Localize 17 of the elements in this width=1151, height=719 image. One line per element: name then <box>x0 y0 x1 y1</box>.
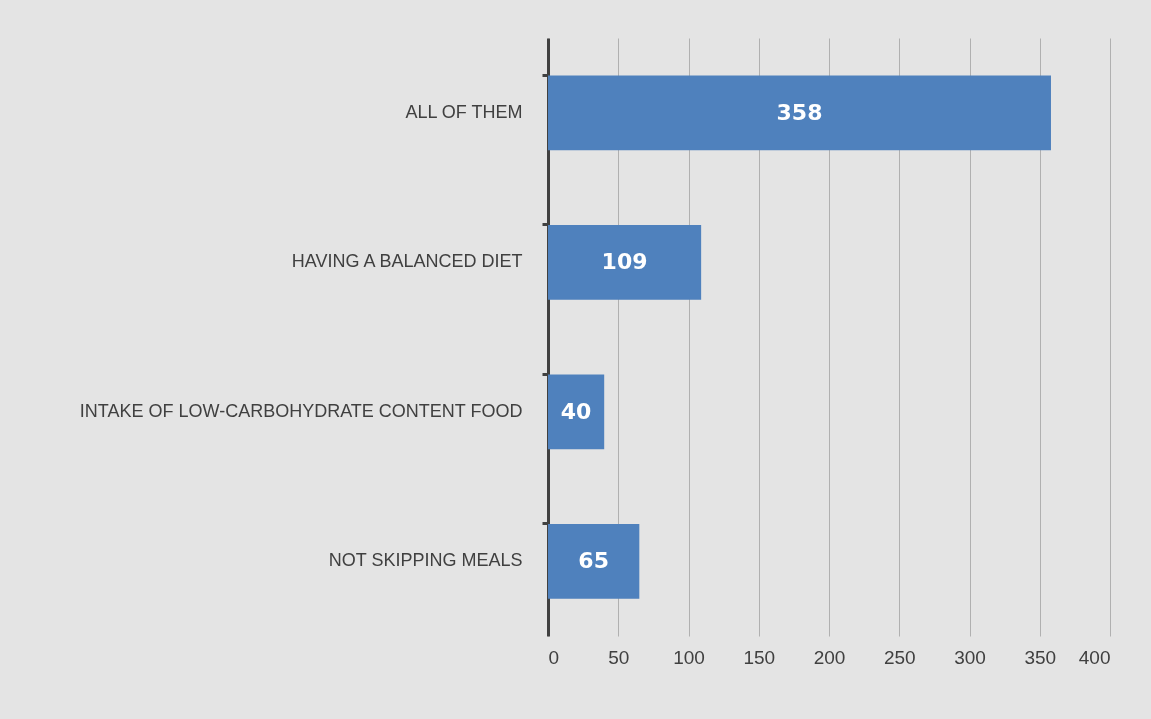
x-tick-label: 250 <box>883 646 916 668</box>
x-tick-label: 300 <box>954 646 986 668</box>
y-tick-label: INTAKE OF LOW-CARBOHYDRATE CONTENT FOOD <box>79 400 523 421</box>
data-label: 65 <box>578 548 609 574</box>
x-tick-label: 200 <box>813 646 846 668</box>
x-tick-label: 100 <box>673 646 705 668</box>
x-tick-label: 50 <box>608 646 630 668</box>
x-tick-label: 400 <box>1078 646 1111 668</box>
y-tick-label: HAVING A BALANCED DIET <box>291 251 523 272</box>
x-tick-label: 350 <box>1024 646 1057 668</box>
y-tick-label: ALL OF THEM <box>405 101 523 122</box>
x-tick-label: 150 <box>743 646 776 668</box>
data-label: 40 <box>560 398 592 424</box>
data-label: 358 <box>776 99 823 125</box>
y-tick-label: NOT SKIPPING MEALS <box>328 550 523 571</box>
x-tick-label: 0 <box>548 646 560 668</box>
data-label: 109 <box>601 249 648 275</box>
